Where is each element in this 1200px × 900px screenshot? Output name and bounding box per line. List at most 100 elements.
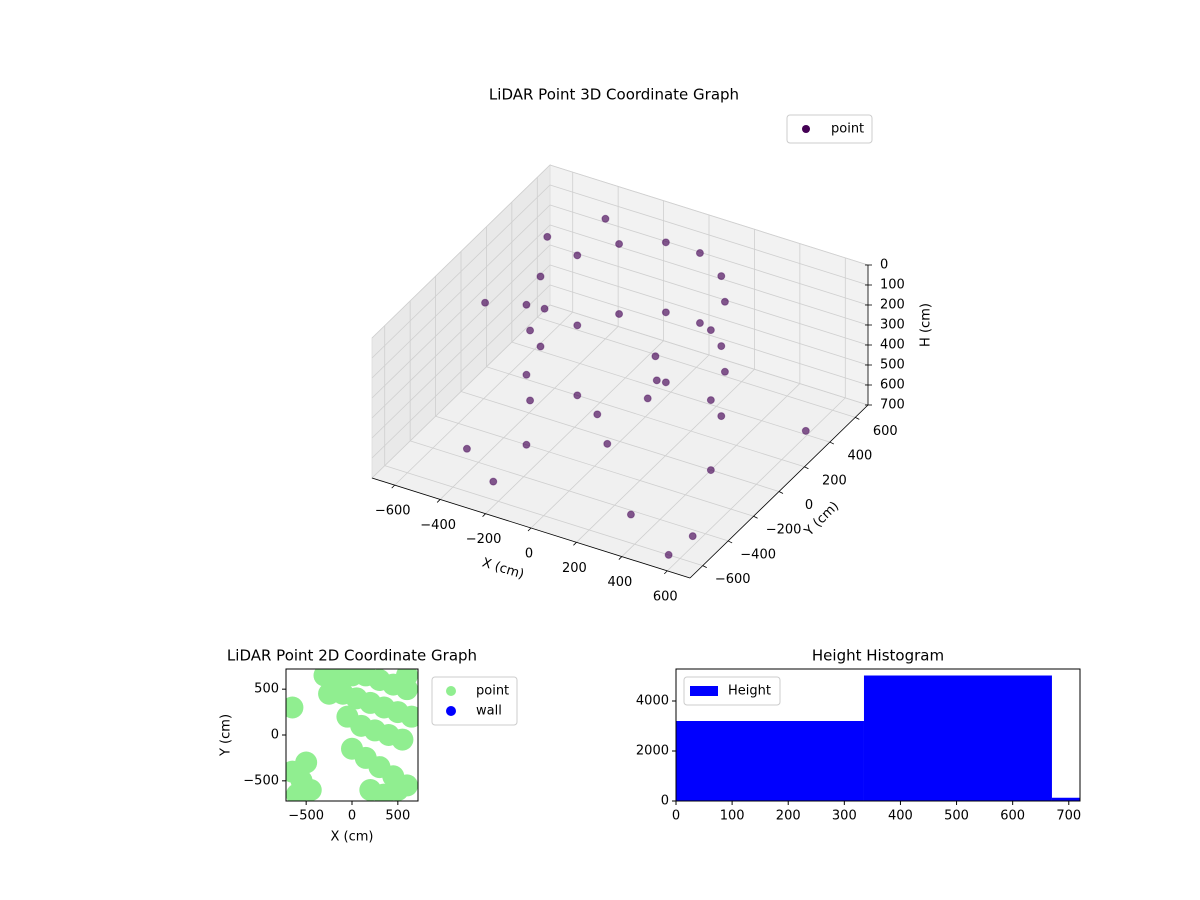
point <box>688 532 697 541</box>
point <box>643 394 652 403</box>
grid-line <box>410 440 729 542</box>
point <box>526 396 535 405</box>
legend-label: point <box>831 122 864 137</box>
point <box>462 444 471 453</box>
point <box>661 238 670 247</box>
grid-line <box>371 164 551 339</box>
tick-mark <box>804 466 809 470</box>
tick-mark <box>664 570 668 575</box>
z-tick-label: 300 <box>880 318 905 333</box>
x-axis-label: X (cm) <box>331 830 374 845</box>
grid-line <box>371 304 551 479</box>
x-tick-label: 0 <box>672 809 680 824</box>
grid-line <box>435 415 754 517</box>
point <box>526 326 535 335</box>
point <box>720 297 729 306</box>
point <box>801 426 810 435</box>
y-axis-label: Y (cm) <box>219 714 234 757</box>
tick-mark <box>829 441 835 445</box>
axes-frame <box>675 668 1081 802</box>
x-tick-label: −200 <box>466 532 502 547</box>
point <box>651 352 660 361</box>
plot-area <box>676 675 1080 801</box>
bar <box>676 721 864 801</box>
x-tick-label: 600 <box>1000 809 1025 824</box>
grid-line <box>460 391 780 492</box>
y-tick-label: 0 <box>271 728 279 743</box>
chart-title: LiDAR Point 2D Coordinate Graph <box>227 647 477 665</box>
grid-line <box>549 304 869 406</box>
point <box>717 412 726 421</box>
point <box>522 300 531 309</box>
point <box>396 669 418 687</box>
x-tick-label: 200 <box>562 561 587 576</box>
grid-line <box>371 264 551 439</box>
grid-line <box>511 341 830 443</box>
y-tick-label: 600 <box>873 424 898 439</box>
y-tick-label: 4000 <box>636 694 669 709</box>
point <box>543 232 552 241</box>
tick-mark <box>727 540 733 544</box>
z-axis-label: H (cm) <box>919 303 934 347</box>
grid-line <box>549 164 869 266</box>
grid-line <box>371 224 551 399</box>
point <box>664 550 673 559</box>
y-tick-label: −600 <box>715 572 751 587</box>
point <box>573 251 582 260</box>
grid-line <box>549 284 869 386</box>
legend-label: point <box>476 684 509 699</box>
point <box>522 440 531 449</box>
point <box>400 705 418 728</box>
point <box>720 367 729 376</box>
point <box>652 376 661 385</box>
grid-line <box>549 264 869 366</box>
x-tick-label: 100 <box>720 809 745 824</box>
point <box>286 696 304 719</box>
legend-box <box>786 114 873 144</box>
point <box>489 477 498 486</box>
point <box>615 309 624 318</box>
x-tick-label: 200 <box>776 809 801 824</box>
x-tick-label: 0 <box>525 547 533 562</box>
y-tick-label: 500 <box>254 682 279 697</box>
legend-marker <box>446 706 456 716</box>
x-tick-label: −600 <box>375 504 411 519</box>
x-tick-label: 400 <box>607 575 632 590</box>
tick-mark <box>778 491 784 494</box>
point <box>603 439 612 448</box>
y-tick-label: −500 <box>243 773 279 788</box>
point <box>706 326 715 335</box>
y-tick-label: 400 <box>847 449 872 464</box>
z-tick-label: 400 <box>880 338 905 353</box>
grid-line <box>384 465 703 567</box>
point <box>391 728 414 751</box>
tick-mark <box>573 542 577 546</box>
bar <box>1051 797 1080 801</box>
z-tick-label: 100 <box>880 278 905 293</box>
point <box>593 410 602 419</box>
point <box>615 239 624 248</box>
tick-mark <box>702 565 707 569</box>
legend-marker <box>802 125 810 133</box>
grid-line <box>371 284 551 459</box>
tick-mark <box>436 499 441 503</box>
y-tick-label: 0 <box>661 794 669 809</box>
chart-title: Height Histogram <box>812 647 944 665</box>
legend-label: Height <box>728 684 771 699</box>
grid-line <box>371 244 551 419</box>
point <box>717 272 726 281</box>
y-tick-label: −400 <box>740 547 776 562</box>
x-tick-label: 0 <box>348 809 356 824</box>
point <box>717 342 726 351</box>
point <box>695 319 704 328</box>
x-tick-label: 300 <box>832 809 857 824</box>
tick-mark <box>618 556 623 560</box>
x-tick-label: 500 <box>385 809 410 824</box>
point <box>481 298 490 307</box>
point <box>706 466 715 475</box>
point <box>661 378 670 387</box>
y-tick-label: −200 <box>766 523 802 538</box>
z-tick-label: 600 <box>880 378 905 393</box>
tick-mark <box>482 513 486 517</box>
